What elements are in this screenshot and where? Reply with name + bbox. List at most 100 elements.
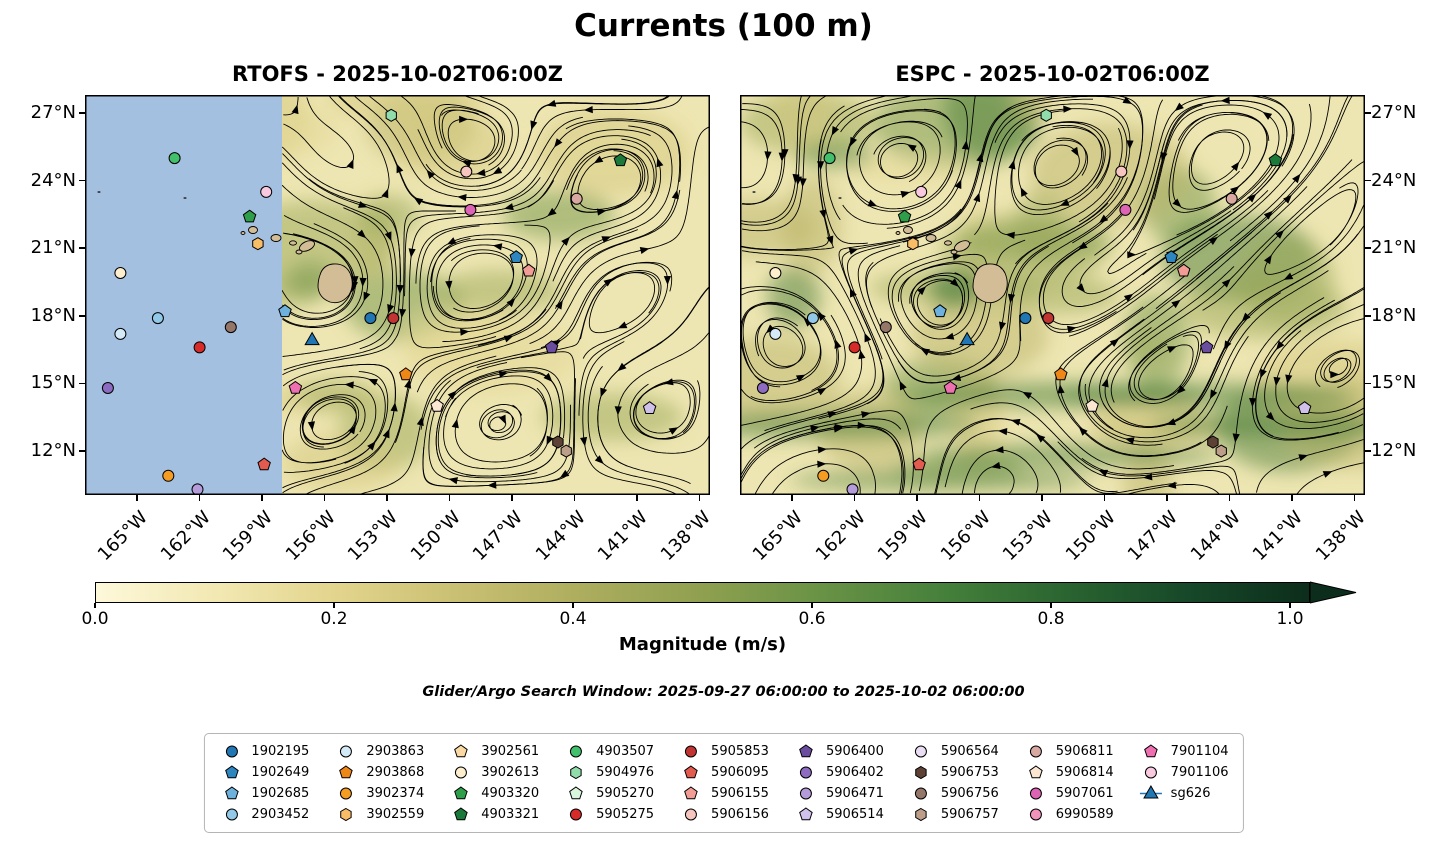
legend-item-label: 3902613 xyxy=(481,765,540,780)
legend-item: 3902559 xyxy=(333,806,424,823)
legend-item-label: 2903452 xyxy=(251,807,310,822)
float-marker-icon xyxy=(1029,745,1042,758)
x-tick-label: 159°W xyxy=(873,507,932,566)
legend-item: 2903863 xyxy=(333,743,424,760)
y-tick-mark xyxy=(1365,112,1371,114)
legend-item: 1902685 xyxy=(218,785,309,802)
legend-item: 5906814 xyxy=(1023,764,1114,781)
legend-item-label: 5906757 xyxy=(940,807,999,822)
y-tick-label: 24°N xyxy=(1371,169,1417,191)
legend-column: 2903863 2903868 3902374 3902559 xyxy=(333,743,424,823)
float-marker-icon xyxy=(225,808,238,821)
legend-item: 1902195 xyxy=(218,743,309,760)
float-marker-icon xyxy=(1144,766,1157,779)
float-marker-icon xyxy=(340,807,353,822)
legend-item-label: 5906811 xyxy=(1055,744,1114,759)
y-tick-mark xyxy=(79,382,85,385)
legend-item: 1902649 xyxy=(218,764,309,781)
legend-item: 5906753 xyxy=(908,764,999,781)
panel-espc xyxy=(740,95,1365,495)
colorbar-tick-label: 0.4 xyxy=(559,609,587,629)
x-tick-label: 150°W xyxy=(1061,507,1120,566)
y-tick-mark xyxy=(79,450,85,452)
legend-item-label: 5906095 xyxy=(711,765,769,780)
y-tick-mark xyxy=(1365,179,1371,182)
x-tick-label: 138°W xyxy=(1311,507,1370,566)
x-tick-mark xyxy=(791,495,793,501)
float-marker-icon xyxy=(224,765,239,779)
legend-column: 3902561 3902613 4903320 4903321 xyxy=(448,743,539,823)
espc-map-svg xyxy=(740,95,1365,495)
x-tick-label: 153°W xyxy=(998,507,1057,566)
legend-column: 5906400 5906402 5906471 5906514 xyxy=(793,743,884,823)
x-tick-label: 162°W xyxy=(156,507,215,566)
legend-item-label: 5906402 xyxy=(825,765,884,780)
x-tick-mark xyxy=(1041,495,1043,501)
figure-title: Currents (100 m) xyxy=(574,8,873,44)
x-tick-label: 156°W xyxy=(936,507,995,566)
x-tick-label: 141°W xyxy=(1248,507,1307,566)
legend-item-label: 5906156 xyxy=(711,807,769,822)
panel-title-espc: ESPC - 2025-10-02T06:00Z xyxy=(895,62,1210,86)
legend-item-label: 2903863 xyxy=(366,744,425,759)
y-tick-label: 21°N xyxy=(1371,237,1417,259)
legend-item: 5906471 xyxy=(793,785,884,802)
legend-column: 7901104 7901106 sg626 xyxy=(1138,743,1229,823)
float-marker-icon xyxy=(799,787,812,800)
legend-item-label: 4903320 xyxy=(481,786,540,801)
legend-column: 1902195 1902649 1902685 2903452 xyxy=(218,743,309,823)
legend-column: 5906811 5906814 5907061 6990589 xyxy=(1023,743,1114,823)
float-marker-icon xyxy=(914,787,927,800)
y-tick-label: 12°N xyxy=(1371,440,1417,461)
float-marker-icon xyxy=(684,765,698,779)
float-marker-icon xyxy=(570,745,583,758)
legend-item-label: 5906756 xyxy=(940,786,999,801)
x-tick-label: 165°W xyxy=(93,507,152,566)
legend-item: 5906811 xyxy=(1023,743,1114,760)
x-tick-mark xyxy=(916,495,918,501)
legend-item: 5905853 xyxy=(678,743,769,760)
y-tick-label: 18°N xyxy=(1371,304,1417,326)
legend-item-label: 6990589 xyxy=(1055,807,1114,822)
legend-item-label: 4903507 xyxy=(596,744,655,759)
colorbar-tick-mark xyxy=(1289,603,1291,608)
x-tick-mark xyxy=(573,495,576,501)
legend-item-label: 5906753 xyxy=(940,765,999,780)
legend-item-label: 1902195 xyxy=(251,744,310,759)
float-marker-icon xyxy=(685,808,698,821)
legend-item-label: 5906514 xyxy=(825,807,884,822)
x-tick-mark xyxy=(1166,495,1168,501)
colorbar-label: Magnitude (m/s) xyxy=(618,634,787,655)
legend-item: 4903507 xyxy=(563,743,654,760)
legend-item: 5906155 xyxy=(678,785,769,802)
x-tick-mark xyxy=(1228,495,1231,501)
glider-marker-icon xyxy=(1139,785,1162,799)
legend-item-label: 1902649 xyxy=(251,765,310,780)
panel-rtofs xyxy=(85,95,710,495)
x-tick-mark xyxy=(636,495,638,501)
legend-item: 2903452 xyxy=(218,806,309,823)
legend-item-label: 3902561 xyxy=(481,744,540,759)
legend-column: 5905853 5906095 5906155 5906156 xyxy=(678,743,769,823)
legend-item: 5906564 xyxy=(908,743,999,760)
x-tick-label: 144°W xyxy=(531,507,590,566)
legend-item: 5907061 xyxy=(1023,785,1114,802)
legend-column: 5906564 5906753 5906756 5906757 xyxy=(908,743,999,823)
float-marker-icon xyxy=(454,807,469,821)
legend-item: 2903868 xyxy=(333,764,424,781)
legend-item-label: 5904976 xyxy=(596,765,655,780)
float-marker-icon xyxy=(799,744,813,758)
search-window-text: Glider/Argo Search Window: 2025-09-27 06… xyxy=(422,684,1025,700)
y-tick-label: 12°N xyxy=(30,440,76,461)
x-tick-label: 144°W xyxy=(1186,507,1245,566)
x-tick-label: 138°W xyxy=(656,507,715,566)
legend-item-label: 5905853 xyxy=(711,744,769,759)
y-tick-label: 27°N xyxy=(30,102,76,123)
colorbar-tick-label: 0.8 xyxy=(1037,609,1065,629)
float-marker-icon xyxy=(1143,744,1158,758)
panel-title-rtofs: RTOFS - 2025-10-02T06:00Z xyxy=(232,62,563,86)
legend-item: 5906757 xyxy=(908,806,999,823)
float-marker-icon xyxy=(340,787,353,800)
rtofs-map-svg xyxy=(85,95,710,495)
legend-item-label: 5906471 xyxy=(825,786,884,801)
